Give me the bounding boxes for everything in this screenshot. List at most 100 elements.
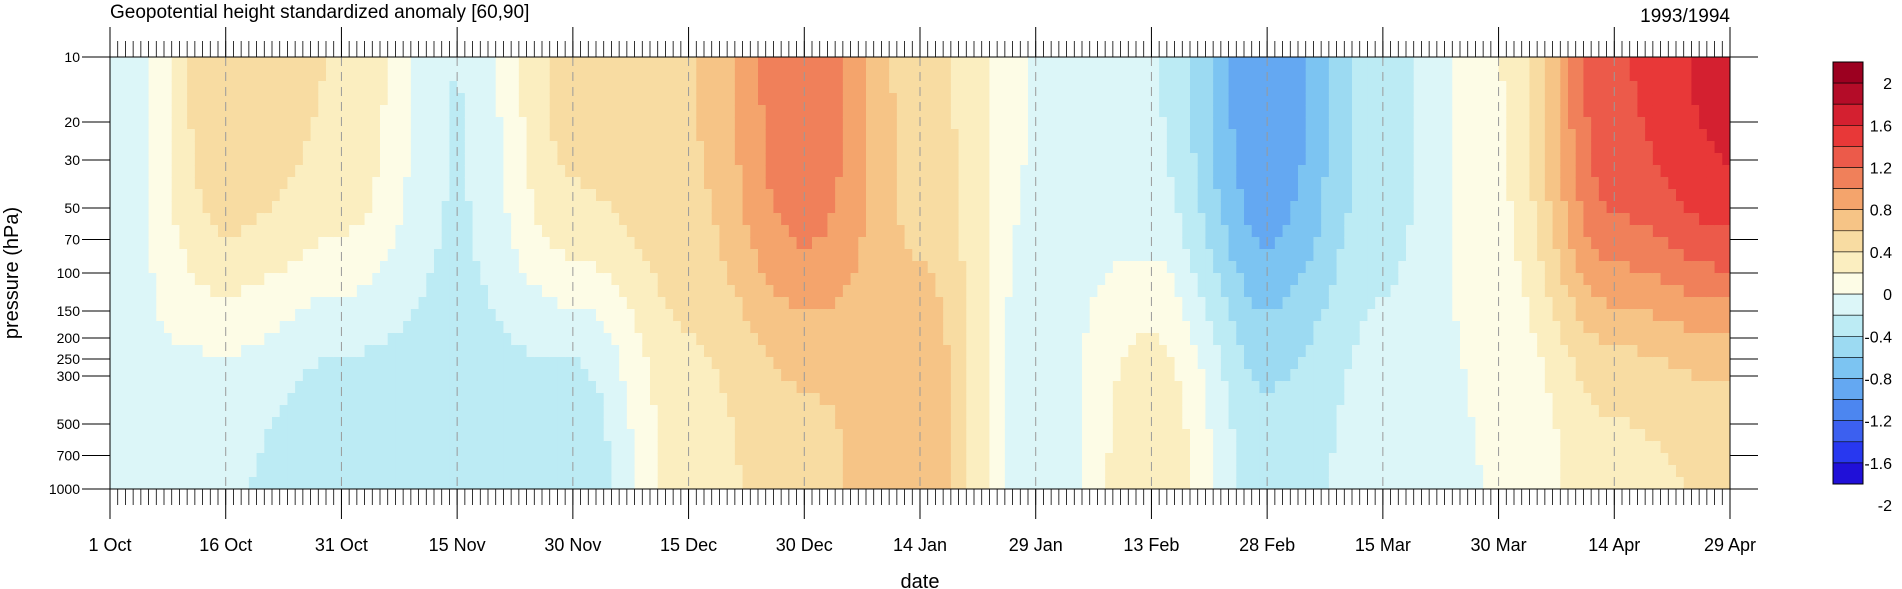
- field-cell: [812, 81, 821, 94]
- field-cell: [434, 213, 443, 226]
- field-cell: [719, 297, 728, 310]
- field-cell: [611, 297, 620, 310]
- field-cell: [765, 261, 775, 274]
- field-cell: [734, 369, 744, 382]
- field-cell: [164, 249, 173, 262]
- field-cell: [619, 261, 628, 274]
- field-cell: [642, 297, 651, 310]
- field-cell: [1012, 81, 1021, 94]
- field-cell: [596, 297, 605, 310]
- field-cell: [526, 225, 535, 238]
- field-cell: [372, 249, 381, 262]
- field-cell: [1089, 225, 1099, 238]
- field-cell: [1074, 213, 1083, 226]
- field-cell: [650, 417, 659, 430]
- field-cell: [619, 285, 628, 298]
- field-cell: [966, 321, 975, 334]
- field-cell: [272, 465, 281, 478]
- field-cell: [611, 405, 620, 418]
- field-cell: [133, 165, 142, 178]
- field-cell: [680, 81, 690, 94]
- field-cell: [495, 153, 505, 166]
- field-cell: [1120, 333, 1129, 346]
- field-cell: [333, 297, 343, 310]
- field-cell: [1012, 285, 1021, 298]
- field-cell: [495, 69, 505, 82]
- field-cell: [426, 297, 435, 310]
- field-cell: [1089, 273, 1099, 286]
- field-cell: [418, 237, 427, 250]
- field-cell: [1136, 417, 1145, 430]
- field-cell: [225, 153, 235, 166]
- field-cell: [194, 297, 204, 310]
- field-cell: [164, 225, 173, 238]
- field-cell: [989, 477, 998, 489]
- field-cell: [819, 57, 829, 70]
- field-cell: [696, 213, 705, 226]
- field-cell: [472, 69, 481, 82]
- field-cell: [626, 189, 636, 202]
- field-cell: [958, 273, 967, 286]
- field-cell: [788, 321, 798, 334]
- field-cell: [565, 261, 574, 274]
- field-cell: [264, 333, 273, 346]
- field-cell: [680, 285, 690, 298]
- field-cell: [1143, 357, 1153, 370]
- field-cell: [881, 345, 890, 358]
- field-cell: [403, 177, 412, 190]
- field-cell: [626, 393, 636, 406]
- field-cell: [110, 237, 119, 250]
- field-cell: [1143, 117, 1153, 130]
- field-cell: [881, 117, 890, 130]
- field-cell: [218, 93, 227, 106]
- field-cell: [202, 81, 211, 94]
- field-cell: [673, 381, 682, 394]
- field-cell: [272, 273, 281, 286]
- field-cell: [1004, 237, 1014, 250]
- field-cell: [1066, 261, 1075, 274]
- field-cell: [904, 213, 913, 226]
- field-cell: [758, 189, 767, 202]
- field-cell: [781, 177, 790, 190]
- field-cell: [464, 93, 474, 106]
- field-cell: [758, 297, 767, 310]
- field-cell: [935, 129, 944, 142]
- field-cell: [950, 417, 960, 430]
- field-cell: [241, 381, 250, 394]
- field-cell: [781, 285, 790, 298]
- field-cell: [935, 261, 944, 274]
- field-cell: [125, 81, 134, 94]
- field-cell: [210, 441, 219, 454]
- field-cell: [210, 237, 219, 250]
- field-cell: [611, 273, 620, 286]
- field-cell: [989, 189, 998, 202]
- field-cell: [302, 81, 312, 94]
- field-cell: [927, 261, 937, 274]
- field-cell: [727, 189, 736, 202]
- field-cell: [1128, 345, 1137, 358]
- field-cell: [950, 429, 960, 442]
- field-cell: [904, 369, 913, 382]
- field-cell: [704, 153, 713, 166]
- field-cell: [835, 429, 844, 442]
- field-cell: [148, 105, 157, 118]
- field-cell: [1028, 429, 1037, 442]
- field-cell: [619, 417, 628, 430]
- field-cell: [734, 201, 744, 214]
- field-cell: [272, 141, 281, 154]
- field-cell: [380, 189, 389, 202]
- field-cell: [218, 129, 227, 142]
- field-cell: [812, 477, 821, 489]
- field-cell: [866, 309, 875, 322]
- field-cell: [1097, 57, 1106, 70]
- field-cell: [349, 273, 358, 286]
- field-cell: [480, 57, 489, 70]
- field-cell: [464, 237, 474, 250]
- field-cell: [866, 369, 875, 382]
- field-cell: [464, 417, 474, 430]
- field-cell: [295, 153, 304, 166]
- field-cell: [920, 393, 929, 406]
- field-cell: [387, 189, 397, 202]
- field-cell: [773, 285, 782, 298]
- field-cell: [966, 129, 975, 142]
